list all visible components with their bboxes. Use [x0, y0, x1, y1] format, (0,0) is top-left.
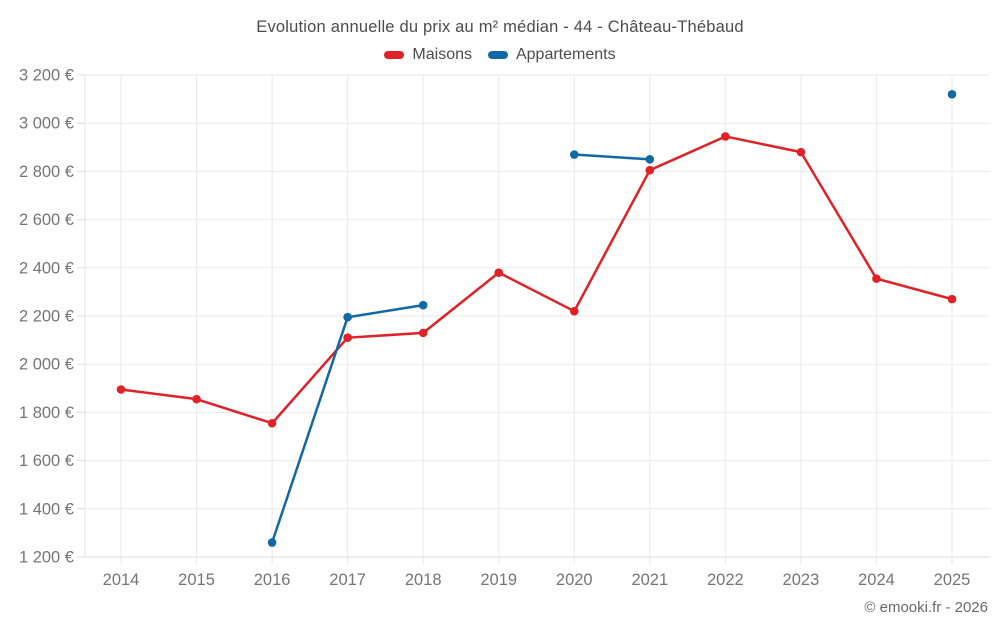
x-axis-label: 2022: [707, 571, 744, 589]
data-point-maisons-2023[interactable]: [796, 147, 806, 157]
y-axis-label: 1 400 €: [19, 500, 74, 518]
x-axis-label: 2014: [103, 571, 140, 589]
chart-title: Evolution annuelle du prix au m² médian …: [256, 18, 744, 36]
data-point-maisons-2014[interactable]: [116, 385, 126, 394]
data-point-maisons-2017[interactable]: [343, 333, 352, 342]
data-point-maisons-2018[interactable]: [418, 328, 428, 338]
legend: Maisons Appartements: [0, 46, 1000, 64]
y-axis-label: 2 000 €: [19, 356, 74, 374]
legend-label-appartements: Appartements: [515, 46, 616, 63]
y-axis-label: 2 400 €: [19, 259, 74, 277]
legend-item-appartements[interactable]: Appartements: [487, 46, 616, 64]
x-axis-label: 2018: [405, 571, 442, 589]
data-point-maisons-2016[interactable]: [267, 418, 277, 428]
x-axis-label: 2017: [329, 571, 366, 589]
y-axis-label: 3 200 €: [19, 67, 74, 85]
y-axis-label: 2 600 €: [19, 211, 74, 229]
x-axis-label: 2015: [178, 571, 215, 589]
data-point-maisons-2022[interactable]: [721, 132, 730, 141]
legend-swatch-maisons: [384, 51, 405, 59]
x-axis-label: 2016: [254, 571, 291, 589]
y-axis-label: 2 200 €: [19, 308, 74, 326]
data-point-appartements-2016[interactable]: [267, 538, 277, 547]
data-point-appartements-2020[interactable]: [569, 150, 579, 159]
data-point-maisons-2024[interactable]: [872, 274, 881, 283]
y-axis-label: 1 800 €: [19, 404, 74, 422]
data-point-appartements-2017[interactable]: [343, 312, 352, 322]
data-point-appartements-2018[interactable]: [418, 300, 428, 310]
data-point-maisons-2025[interactable]: [947, 294, 957, 304]
legend-swatch-appartements: [487, 51, 508, 59]
y-axis-label: 2 800 €: [19, 163, 74, 181]
x-axis-label: 2024: [858, 571, 895, 589]
data-point-maisons-2019[interactable]: [494, 268, 504, 277]
x-axis-label: 2021: [631, 571, 668, 589]
legend-item-maisons[interactable]: Maisons: [384, 46, 472, 64]
data-point-maisons-2020[interactable]: [569, 306, 579, 316]
series-line-appartements: [573, 153, 652, 161]
footer-credit: © emooki.fr - 2026: [864, 599, 988, 616]
data-point-maisons-2015[interactable]: [192, 394, 201, 404]
data-point-appartements-2025[interactable]: [947, 89, 957, 99]
x-axis-label: 2023: [783, 571, 820, 589]
data-point-maisons-2021[interactable]: [645, 165, 655, 175]
x-axis-label: 2025: [934, 571, 971, 589]
data-point-appartements-2021[interactable]: [645, 155, 655, 164]
y-axis-label: 1 600 €: [19, 452, 74, 470]
x-axis-label: 2020: [556, 571, 593, 589]
x-axis-label: 2019: [480, 571, 517, 589]
y-axis-label: 3 000 €: [19, 115, 74, 133]
legend-label-maisons: Maisons: [412, 46, 472, 63]
y-axis-label: 1 200 €: [19, 549, 74, 567]
series-line-maisons: [119, 135, 954, 425]
